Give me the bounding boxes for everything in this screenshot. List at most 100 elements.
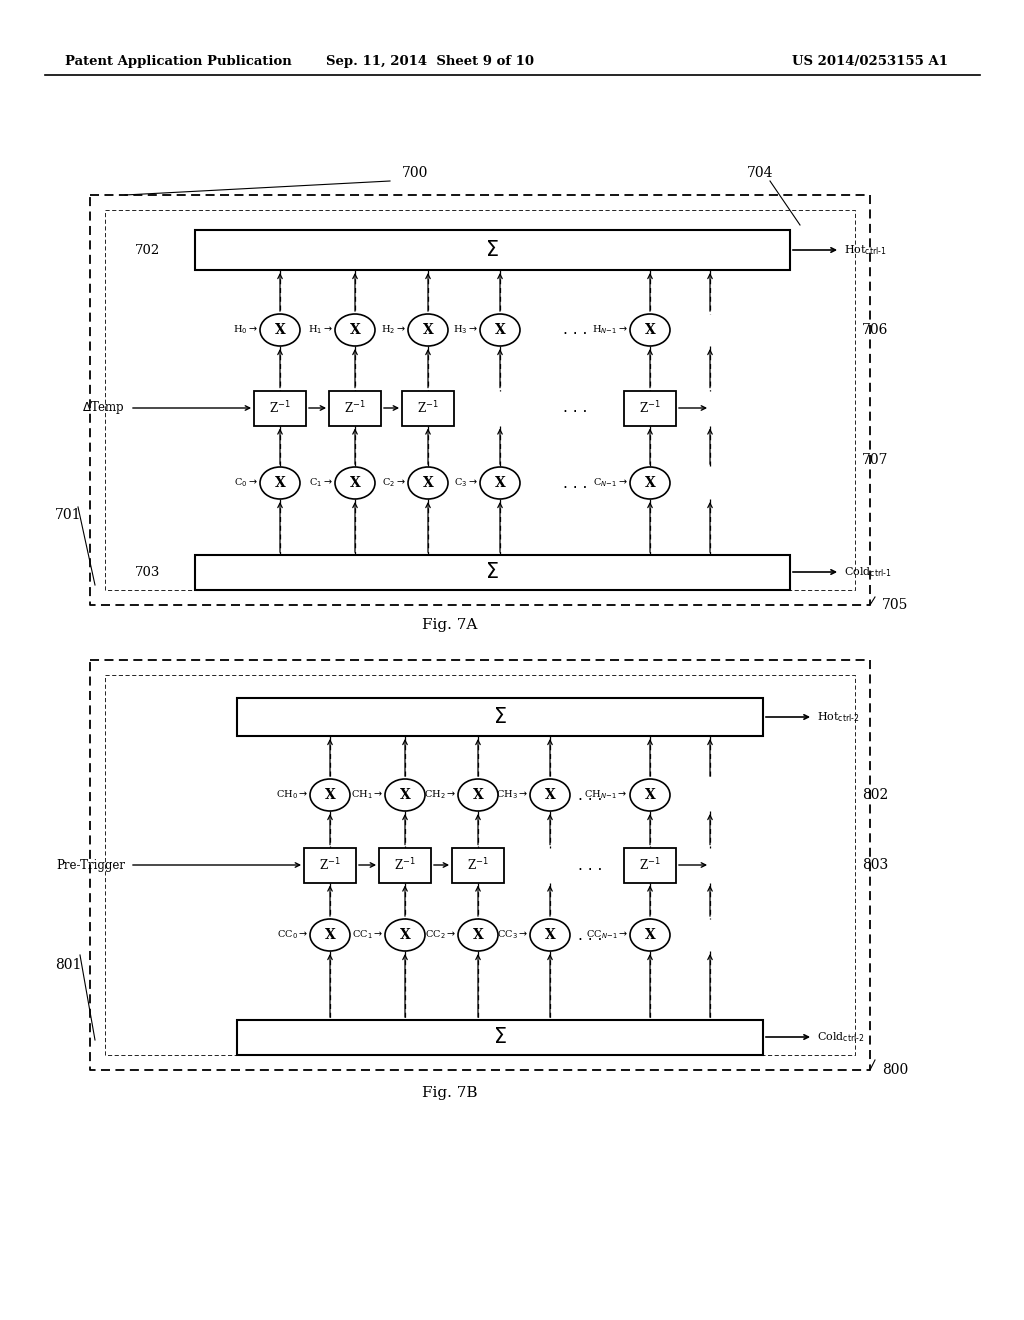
- Polygon shape: [402, 391, 454, 425]
- Text: X: X: [545, 788, 555, 803]
- Text: X: X: [423, 323, 433, 337]
- Text: 802: 802: [862, 788, 888, 803]
- Polygon shape: [624, 391, 676, 425]
- Text: CH$_0$$\rightarrow$: CH$_0$$\rightarrow$: [275, 788, 308, 801]
- Text: 801: 801: [55, 958, 81, 972]
- Text: X: X: [274, 323, 286, 337]
- Text: Z$^{-1}$: Z$^{-1}$: [467, 857, 488, 874]
- Text: X: X: [349, 477, 360, 490]
- Text: $\Delta$Temp: $\Delta$Temp: [82, 400, 125, 417]
- Text: Z$^{-1}$: Z$^{-1}$: [639, 857, 660, 874]
- Text: H$_3$$\rightarrow$: H$_3$$\rightarrow$: [454, 323, 478, 337]
- Polygon shape: [624, 847, 676, 883]
- Text: Z$^{-1}$: Z$^{-1}$: [417, 400, 439, 416]
- Text: X: X: [349, 323, 360, 337]
- Text: Z$^{-1}$: Z$^{-1}$: [394, 857, 416, 874]
- Text: Z$^{-1}$: Z$^{-1}$: [269, 400, 291, 416]
- Ellipse shape: [480, 314, 520, 346]
- Text: 704: 704: [746, 166, 773, 180]
- Text: X: X: [325, 928, 336, 942]
- Text: Cold$_{\rm ctrl\text{-}2}$: Cold$_{\rm ctrl\text{-}2}$: [817, 1030, 864, 1044]
- Text: X: X: [545, 928, 555, 942]
- Ellipse shape: [530, 779, 570, 810]
- Text: X: X: [495, 323, 506, 337]
- Text: . . .: . . .: [563, 322, 587, 338]
- Text: Z$^{-1}$: Z$^{-1}$: [319, 857, 341, 874]
- Text: $\Sigma$: $\Sigma$: [485, 240, 499, 260]
- Text: Hot$_{\rm ctrl\text{-}1}$: Hot$_{\rm ctrl\text{-}1}$: [844, 243, 887, 257]
- Text: X: X: [495, 477, 506, 490]
- Text: 800: 800: [882, 1063, 908, 1077]
- Ellipse shape: [310, 779, 350, 810]
- Polygon shape: [452, 847, 504, 883]
- Text: Sep. 11, 2014  Sheet 9 of 10: Sep. 11, 2014 Sheet 9 of 10: [326, 55, 534, 69]
- Polygon shape: [379, 847, 431, 883]
- Ellipse shape: [335, 467, 375, 499]
- Polygon shape: [329, 391, 381, 425]
- Ellipse shape: [630, 779, 670, 810]
- Text: Z$^{-1}$: Z$^{-1}$: [344, 400, 366, 416]
- Ellipse shape: [385, 919, 425, 950]
- Text: . . .: . . .: [578, 928, 602, 942]
- Text: Patent Application Publication: Patent Application Publication: [65, 55, 292, 69]
- Text: X: X: [423, 477, 433, 490]
- Text: X: X: [645, 323, 655, 337]
- Text: CC$_1$$\rightarrow$: CC$_1$$\rightarrow$: [352, 928, 383, 941]
- Text: C$_2$$\rightarrow$: C$_2$$\rightarrow$: [382, 477, 406, 490]
- Polygon shape: [304, 847, 356, 883]
- Text: X: X: [645, 477, 655, 490]
- Text: 707: 707: [862, 453, 888, 467]
- Text: Fig. 7A: Fig. 7A: [422, 618, 477, 632]
- Text: $\Sigma$: $\Sigma$: [494, 708, 507, 727]
- Text: X: X: [645, 928, 655, 942]
- Text: C$_3$$\rightarrow$: C$_3$$\rightarrow$: [455, 477, 478, 490]
- Text: $\Sigma$: $\Sigma$: [494, 1027, 507, 1047]
- Polygon shape: [237, 698, 763, 737]
- Ellipse shape: [260, 467, 300, 499]
- Text: X: X: [473, 928, 483, 942]
- Text: Fig. 7B: Fig. 7B: [422, 1086, 478, 1100]
- Text: 803: 803: [862, 858, 888, 873]
- Text: H$_1$$\rightarrow$: H$_1$$\rightarrow$: [308, 323, 333, 337]
- Text: CC$_0$$\rightarrow$: CC$_0$$\rightarrow$: [276, 928, 308, 941]
- Text: . . .: . . .: [563, 400, 587, 416]
- Text: . . .: . . .: [578, 788, 602, 803]
- Text: C$_0$$\rightarrow$: C$_0$$\rightarrow$: [234, 477, 258, 490]
- Ellipse shape: [335, 314, 375, 346]
- Ellipse shape: [408, 467, 449, 499]
- Text: Pre-Trigger: Pre-Trigger: [56, 858, 125, 871]
- Polygon shape: [254, 391, 306, 425]
- Ellipse shape: [310, 919, 350, 950]
- Text: CH$_1$$\rightarrow$: CH$_1$$\rightarrow$: [351, 788, 383, 801]
- Text: Z$^{-1}$: Z$^{-1}$: [639, 400, 660, 416]
- Text: US 2014/0253155 A1: US 2014/0253155 A1: [792, 55, 948, 69]
- Text: C$_1$$\rightarrow$: C$_1$$\rightarrow$: [309, 477, 333, 490]
- Text: H$_{N\!-\!1}$$\rightarrow$: H$_{N\!-\!1}$$\rightarrow$: [592, 323, 628, 337]
- Text: CC$_{N\!-\!1}$$\rightarrow$: CC$_{N\!-\!1}$$\rightarrow$: [586, 928, 628, 941]
- Ellipse shape: [458, 779, 498, 810]
- Ellipse shape: [260, 314, 300, 346]
- Polygon shape: [195, 554, 790, 590]
- Text: Hot$_{\rm ctrl\text{-}2}$: Hot$_{\rm ctrl\text{-}2}$: [817, 710, 859, 723]
- Text: X: X: [399, 928, 411, 942]
- Ellipse shape: [630, 919, 670, 950]
- Text: Cold$_{\rm ctrl\text{-}1}$: Cold$_{\rm ctrl\text{-}1}$: [844, 565, 892, 579]
- Ellipse shape: [408, 314, 449, 346]
- Text: CH$_3$$\rightarrow$: CH$_3$$\rightarrow$: [496, 788, 528, 801]
- Ellipse shape: [458, 919, 498, 950]
- Text: CH$_{N\!-\!1}$$\rightarrow$: CH$_{N\!-\!1}$$\rightarrow$: [585, 788, 628, 801]
- Text: X: X: [473, 788, 483, 803]
- Text: H$_2$$\rightarrow$: H$_2$$\rightarrow$: [381, 323, 406, 337]
- Text: . . .: . . .: [578, 858, 602, 873]
- Text: . . .: . . .: [563, 475, 587, 491]
- Text: 705: 705: [882, 598, 908, 612]
- Text: C$_{N\!-\!1}$$\rightarrow$: C$_{N\!-\!1}$$\rightarrow$: [593, 477, 628, 490]
- Text: 702: 702: [135, 243, 161, 256]
- Ellipse shape: [530, 919, 570, 950]
- Text: CH$_2$$\rightarrow$: CH$_2$$\rightarrow$: [424, 788, 456, 801]
- Text: 706: 706: [862, 323, 888, 337]
- Text: 700: 700: [401, 166, 428, 180]
- Polygon shape: [237, 1020, 763, 1055]
- Text: X: X: [399, 788, 411, 803]
- Text: X: X: [274, 477, 286, 490]
